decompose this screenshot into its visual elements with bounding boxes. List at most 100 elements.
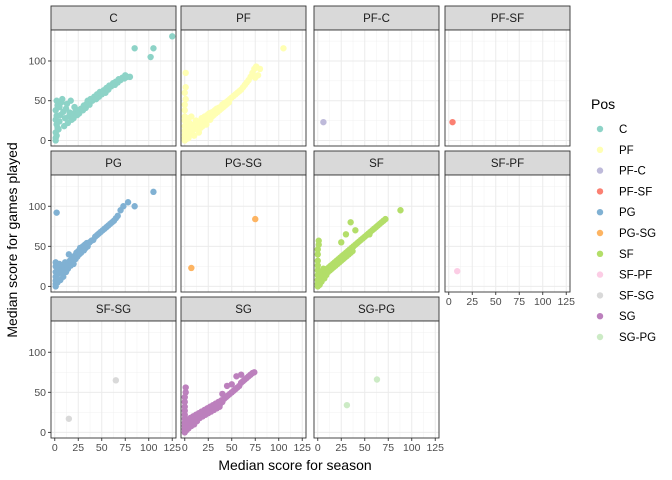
data-point (373, 376, 381, 383)
facet-panel-pg: PG 0 50 100 (28, 150, 177, 293)
x-tick-label: 25 (466, 296, 478, 308)
data-point (188, 264, 195, 272)
strip-background (180, 296, 307, 322)
y-tick-label: 100 (28, 55, 46, 67)
strip-label: PG-SG (225, 158, 262, 170)
data-point (397, 207, 404, 214)
legend-key (596, 229, 604, 237)
data-point (59, 95, 66, 103)
facet-panel-pf-c: PF-C (313, 5, 440, 147)
data-point (181, 107, 188, 114)
panel-border (313, 320, 440, 439)
panel-border (444, 174, 571, 293)
x-tick-label: 125 (426, 442, 444, 454)
data-point (182, 389, 189, 396)
data-point (315, 237, 322, 244)
legend-label: SF-PF (619, 270, 652, 282)
facet-panel-pg-sg: PG-SG (180, 150, 307, 293)
x-tick-label: 50 (490, 296, 502, 308)
legend-label: PF (619, 145, 634, 157)
legend-key (596, 125, 604, 133)
x-tick-label: 0 (315, 442, 321, 454)
data-point (343, 401, 351, 409)
x-tick-label: 100 (270, 442, 288, 454)
legend-item-c: C (596, 124, 627, 136)
strip-label: C (109, 13, 117, 25)
legend-label: PF-C (619, 166, 646, 178)
data-point (382, 215, 389, 223)
panel-border (50, 174, 177, 293)
data-point (342, 231, 350, 238)
legend-label: PG-SG (619, 228, 656, 240)
x-tick-label: 75 (382, 442, 394, 454)
data-point (181, 89, 188, 96)
strip-label: SG (235, 304, 252, 316)
data-point (65, 415, 73, 422)
data-point (112, 377, 120, 384)
data-point (181, 403, 188, 410)
facet-panel-sf-pf: SF-PF 0 25 50 75 100 125 (444, 150, 575, 308)
legend-label: SG-PG (619, 332, 656, 344)
panel-border (50, 320, 177, 439)
data-point (182, 69, 189, 77)
strip-background (444, 150, 571, 176)
data-point (190, 132, 198, 139)
x-tick-label: 0 (52, 442, 58, 454)
strip-background (313, 296, 440, 322)
data-point (67, 97, 74, 104)
legend-key (596, 250, 604, 257)
x-axis-title: Median score for season (218, 457, 371, 473)
data-point (181, 101, 188, 108)
data-point (252, 215, 259, 223)
y-tick-label: 50 (34, 387, 46, 399)
strip-label: SF (369, 158, 384, 170)
strip-label: PF (236, 13, 251, 25)
data-point (120, 203, 127, 210)
strip-label: SG-PG (358, 304, 395, 316)
data-point (188, 113, 195, 120)
data-point (124, 199, 132, 206)
legend-label: PF-SF (619, 186, 652, 198)
data-point (314, 262, 321, 269)
legend-label: SF (619, 249, 634, 261)
data-point (150, 45, 157, 52)
data-point (320, 118, 327, 126)
data-point (53, 209, 60, 216)
y-tick-label: 100 (28, 201, 46, 213)
x-tick-label: 25 (202, 442, 214, 454)
legend-item-sg: SG (596, 311, 636, 323)
data-point (454, 267, 461, 275)
x-tick-label: 100 (403, 442, 421, 454)
x-tick-label: 0 (446, 296, 452, 308)
strip-background (444, 5, 571, 31)
x-tick-label: 75 (249, 442, 261, 454)
legend-item-sf-pf: SF-PF (596, 270, 652, 282)
data-point (70, 260, 77, 268)
legend-item-pf-sf: PF-SF (596, 186, 652, 198)
data-point (60, 273, 67, 280)
legend-key (596, 292, 604, 299)
data-point (181, 398, 188, 406)
legend-title: Pos (591, 96, 615, 112)
panel-border (444, 29, 571, 147)
x-tick-label: 0 (182, 442, 188, 454)
x-tick-label: 125 (293, 442, 311, 454)
legend-key (596, 333, 604, 341)
data-point (131, 203, 138, 210)
x-tick-label: 25 (72, 442, 84, 454)
legend-label: SG (619, 311, 636, 323)
y-tick-label: 50 (34, 241, 46, 253)
data-point (169, 33, 176, 40)
facet-panel-sg-pg: SG-PG 0 25 50 75 100 125 (313, 296, 444, 454)
strip-label: PF-SF (491, 13, 524, 25)
data-point (131, 45, 138, 52)
x-tick-label: 50 (226, 442, 238, 454)
y-tick-label: 0 (40, 427, 46, 439)
data-point (182, 84, 189, 91)
panel-border (313, 174, 440, 293)
data-point (55, 126, 62, 133)
strip-background (313, 150, 440, 176)
panel-border (180, 174, 307, 293)
legend-item-sf-sg: SF-SG (596, 290, 654, 302)
